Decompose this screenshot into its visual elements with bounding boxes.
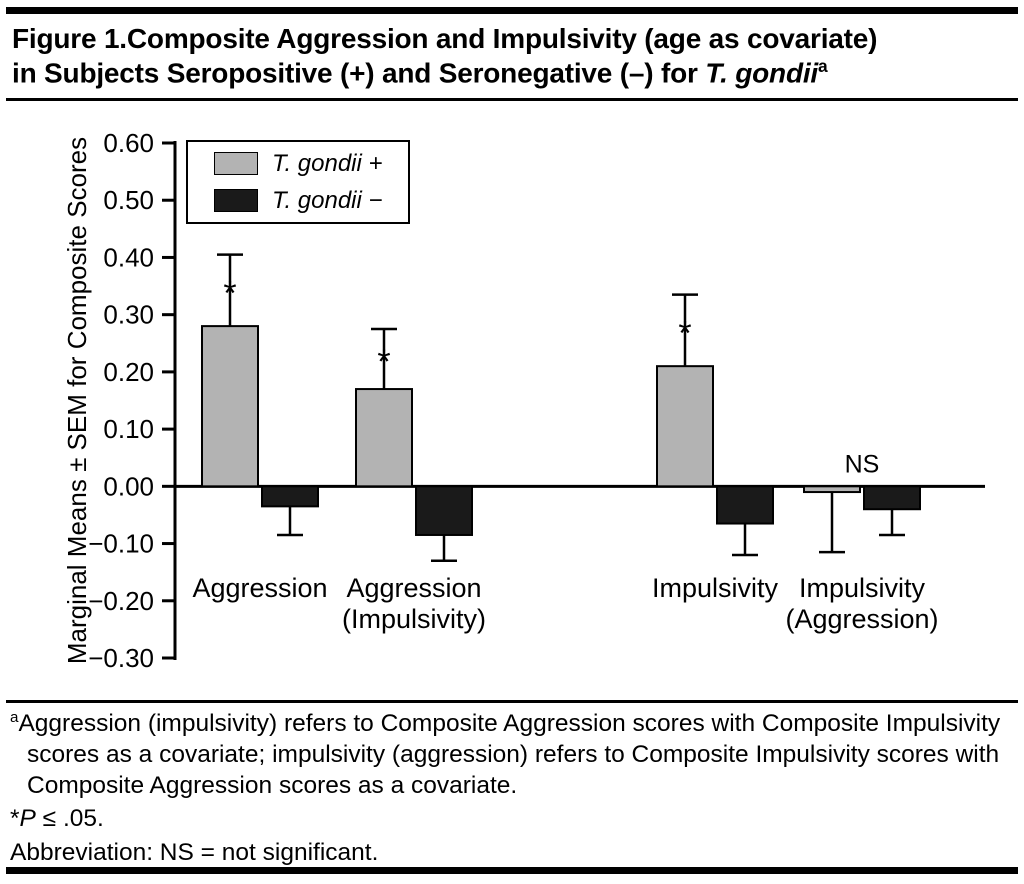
svg-text:−0.20: −0.20 bbox=[88, 586, 154, 616]
bar-chart: 0.60 0.50 0.40 0.30 0.20 0.10 0.00 −0.10 −0.20 −0… bbox=[0, 118, 1024, 696]
svg-text:0.50: 0.50 bbox=[103, 185, 154, 215]
legend-label: T. gondii + bbox=[272, 149, 383, 177]
svg-text:0.60: 0.60 bbox=[103, 128, 154, 158]
svg-text:Aggression: Aggression bbox=[346, 573, 481, 603]
svg-text:Impulsivity: Impulsivity bbox=[652, 573, 779, 603]
chart-legend: T. gondii + T. gondii − bbox=[186, 140, 410, 224]
svg-text:Aggression: Aggression bbox=[192, 573, 327, 603]
footnote-abbreviation: Abbreviation: NS = not significant. bbox=[10, 838, 379, 866]
legend-label: T. gondii − bbox=[272, 186, 383, 214]
legend-item-seronegative: T. gondii − bbox=[214, 187, 408, 215]
svg-text:0.10: 0.10 bbox=[103, 414, 154, 444]
svg-text:(Aggression): (Aggression) bbox=[785, 604, 938, 634]
svg-text:*: * bbox=[377, 343, 390, 381]
svg-text:−0.30: −0.30 bbox=[88, 643, 154, 673]
legend-item-seropositive: T. gondii + bbox=[214, 150, 408, 178]
figure-title-superscript: a bbox=[818, 55, 828, 76]
footnote-a-superscript: a bbox=[10, 709, 19, 726]
footnotes: aAggression (impulsivity) refers to Comp… bbox=[10, 708, 1012, 868]
title-divider-rule bbox=[6, 98, 1018, 101]
svg-text:Marginal Means ± SEM for Compo: Marginal Means ± SEM for Composite Score… bbox=[62, 137, 92, 664]
figure-title: Figure 1.Composite Aggression and Impuls… bbox=[12, 22, 1012, 90]
legend-swatch bbox=[214, 152, 258, 175]
svg-text:NS: NS bbox=[845, 450, 880, 478]
figure-title-species: T. gondii bbox=[705, 56, 819, 88]
svg-text:0.00: 0.00 bbox=[103, 471, 154, 501]
footnote-pvalue: *P ≤ .05. bbox=[10, 803, 1012, 834]
top-rule bbox=[6, 7, 1018, 14]
chart-divider-rule bbox=[6, 700, 1018, 703]
svg-text:*: * bbox=[678, 314, 691, 352]
bottom-rule bbox=[6, 867, 1018, 874]
figure-title-line1: Figure 1.Composite Aggression and Impuls… bbox=[12, 23, 878, 54]
figure-title-line2-prefix: in Subjects Seropositive (+) and Seroneg… bbox=[12, 56, 706, 88]
svg-text:0.30: 0.30 bbox=[103, 300, 154, 330]
legend-swatch bbox=[214, 189, 258, 212]
footnote-a: aAggression (impulsivity) refers to Comp… bbox=[10, 708, 1012, 801]
footnote-pvalue-p: P bbox=[19, 805, 36, 833]
footnote-pvalue-star: * bbox=[10, 805, 20, 833]
footnote-a-text: Aggression (impulsivity) refers to Compo… bbox=[18, 710, 1001, 800]
svg-text:(Impulsivity): (Impulsivity) bbox=[342, 604, 486, 634]
svg-text:0.20: 0.20 bbox=[103, 357, 154, 387]
footnote-pvalue-rest: ≤ .05. bbox=[35, 805, 104, 833]
figure-title-line2: in Subjects Seropositive (+) and Seroneg… bbox=[12, 56, 1012, 90]
svg-text:Impulsivity: Impulsivity bbox=[799, 573, 926, 603]
svg-text:*: * bbox=[223, 274, 236, 312]
svg-text:0.40: 0.40 bbox=[103, 242, 154, 272]
svg-text:−0.10: −0.10 bbox=[88, 529, 154, 559]
chart-svg: 0.60 0.50 0.40 0.30 0.20 0.10 0.00 −0.10 −0.20 −0… bbox=[62, 128, 985, 673]
